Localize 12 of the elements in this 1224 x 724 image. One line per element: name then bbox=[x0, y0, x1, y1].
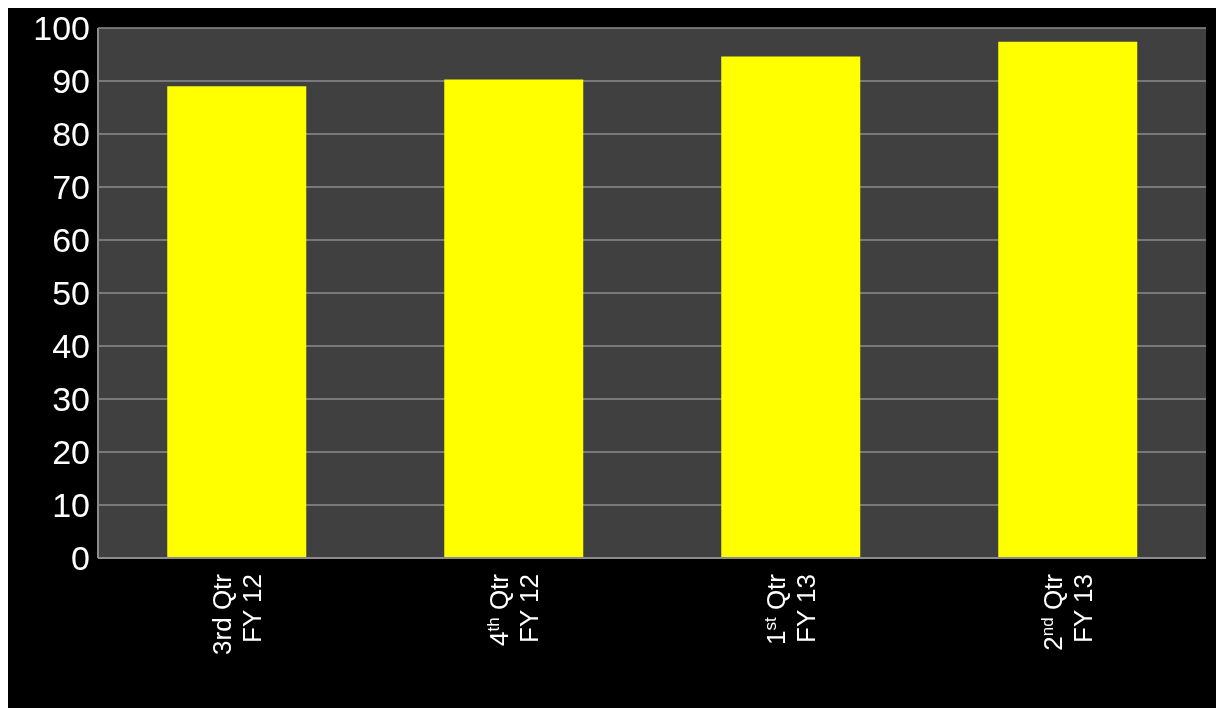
y-tick-label: 40 bbox=[52, 327, 90, 366]
y-tick-label: 10 bbox=[52, 486, 90, 525]
y-tick-label: 0 bbox=[71, 539, 90, 578]
y-tick-label: 20 bbox=[52, 433, 90, 472]
y-tick-label: 100 bbox=[33, 9, 90, 48]
y-tick-label: 50 bbox=[52, 274, 90, 313]
y-tick-label: 70 bbox=[52, 168, 90, 207]
y-tick-label: 80 bbox=[52, 115, 90, 154]
x-tick-label: 3rd Qtr FY 12 bbox=[206, 573, 267, 655]
y-tick-label: 90 bbox=[52, 62, 90, 101]
y-tick-label: 30 bbox=[52, 380, 90, 419]
y-tick-label: 60 bbox=[52, 221, 90, 260]
